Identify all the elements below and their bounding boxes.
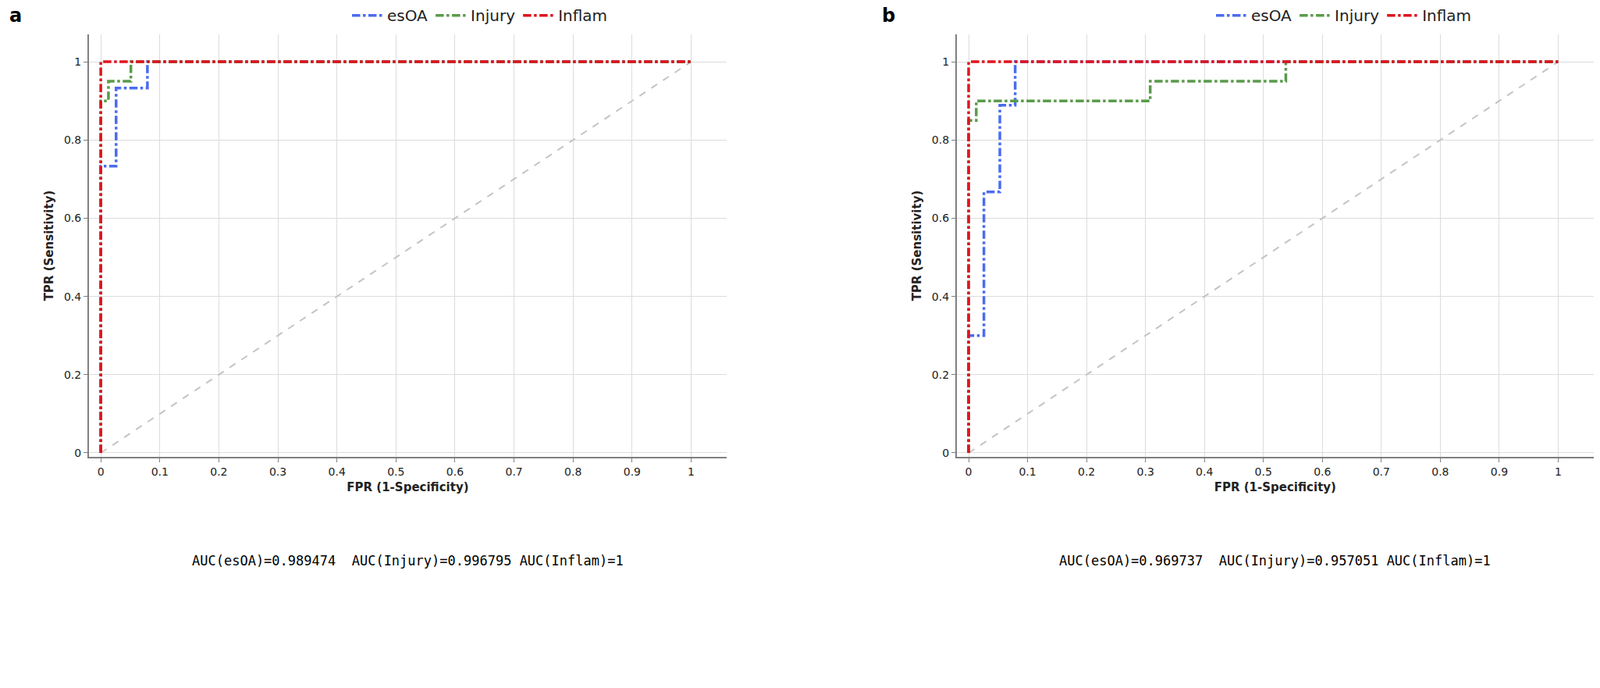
svg-text:0.4: 0.4	[328, 465, 346, 478]
svg-text:0.8: 0.8	[564, 465, 582, 478]
svg-text:0.3: 0.3	[269, 465, 287, 478]
svg-text:0.9: 0.9	[623, 465, 641, 478]
svg-text:0.1: 0.1	[151, 465, 169, 478]
svg-text:0.4: 0.4	[1195, 465, 1213, 478]
svg-text:FPR (1-Specificity): FPR (1-Specificity)	[1214, 480, 1337, 495]
svg-text:AUC(esOA)=0.989474 AUC(Injury: AUC(esOA)=0.989474 AUC(Injury)=0.996795 …	[192, 552, 624, 569]
svg-text:0: 0	[965, 465, 973, 478]
svg-text:0.6: 0.6	[446, 465, 464, 478]
svg-text:esOA: esOA	[1251, 6, 1292, 25]
svg-text:0.2: 0.2	[931, 368, 950, 381]
svg-text:0.2: 0.2	[209, 465, 228, 478]
svg-text:0.4: 0.4	[931, 290, 950, 303]
svg-text:0.2: 0.2	[1077, 465, 1096, 478]
svg-text:0.3: 0.3	[1137, 465, 1155, 478]
svg-text:1: 1	[1554, 465, 1562, 478]
svg-text:TPR (Sensitivity): TPR (Sensitivity)	[910, 190, 925, 302]
svg-text:0: 0	[74, 446, 82, 459]
svg-text:1: 1	[74, 55, 82, 68]
svg-text:0.8: 0.8	[64, 133, 82, 146]
svg-text:0.6: 0.6	[1313, 465, 1331, 478]
svg-text:0.5: 0.5	[387, 465, 405, 478]
svg-text:FPR (1-Specificity): FPR (1-Specificity)	[346, 480, 469, 495]
svg-text:0.7: 0.7	[1372, 465, 1391, 478]
svg-text:0.7: 0.7	[504, 465, 523, 478]
svg-text:esOA: esOA	[387, 6, 428, 25]
svg-text:b: b	[881, 4, 896, 27]
svg-text:Injury: Injury	[470, 6, 516, 25]
svg-text:0.9: 0.9	[1490, 465, 1508, 478]
svg-text:AUC(esOA)=0.969737 AUC(Injury: AUC(esOA)=0.969737 AUC(Injury)=0.957051 …	[1059, 552, 1491, 569]
svg-text:0.8: 0.8	[1431, 465, 1449, 478]
svg-text:Inflam: Inflam	[558, 6, 608, 25]
svg-text:Inflam: Inflam	[1422, 6, 1472, 25]
svg-text:0.6: 0.6	[931, 211, 950, 224]
svg-text:0.4: 0.4	[64, 290, 82, 303]
svg-text:0: 0	[942, 446, 950, 459]
svg-text:1: 1	[942, 55, 950, 68]
svg-text:TPR (Sensitivity): TPR (Sensitivity)	[42, 190, 57, 302]
svg-text:0: 0	[97, 465, 105, 478]
svg-text:0.2: 0.2	[64, 368, 82, 381]
svg-text:0.5: 0.5	[1255, 465, 1273, 478]
svg-text:1: 1	[687, 465, 695, 478]
svg-text:a: a	[9, 4, 22, 27]
svg-text:Injury: Injury	[1334, 6, 1380, 25]
svg-text:0.8: 0.8	[931, 133, 950, 146]
svg-text:0.6: 0.6	[64, 211, 82, 224]
svg-text:0.1: 0.1	[1018, 465, 1036, 478]
